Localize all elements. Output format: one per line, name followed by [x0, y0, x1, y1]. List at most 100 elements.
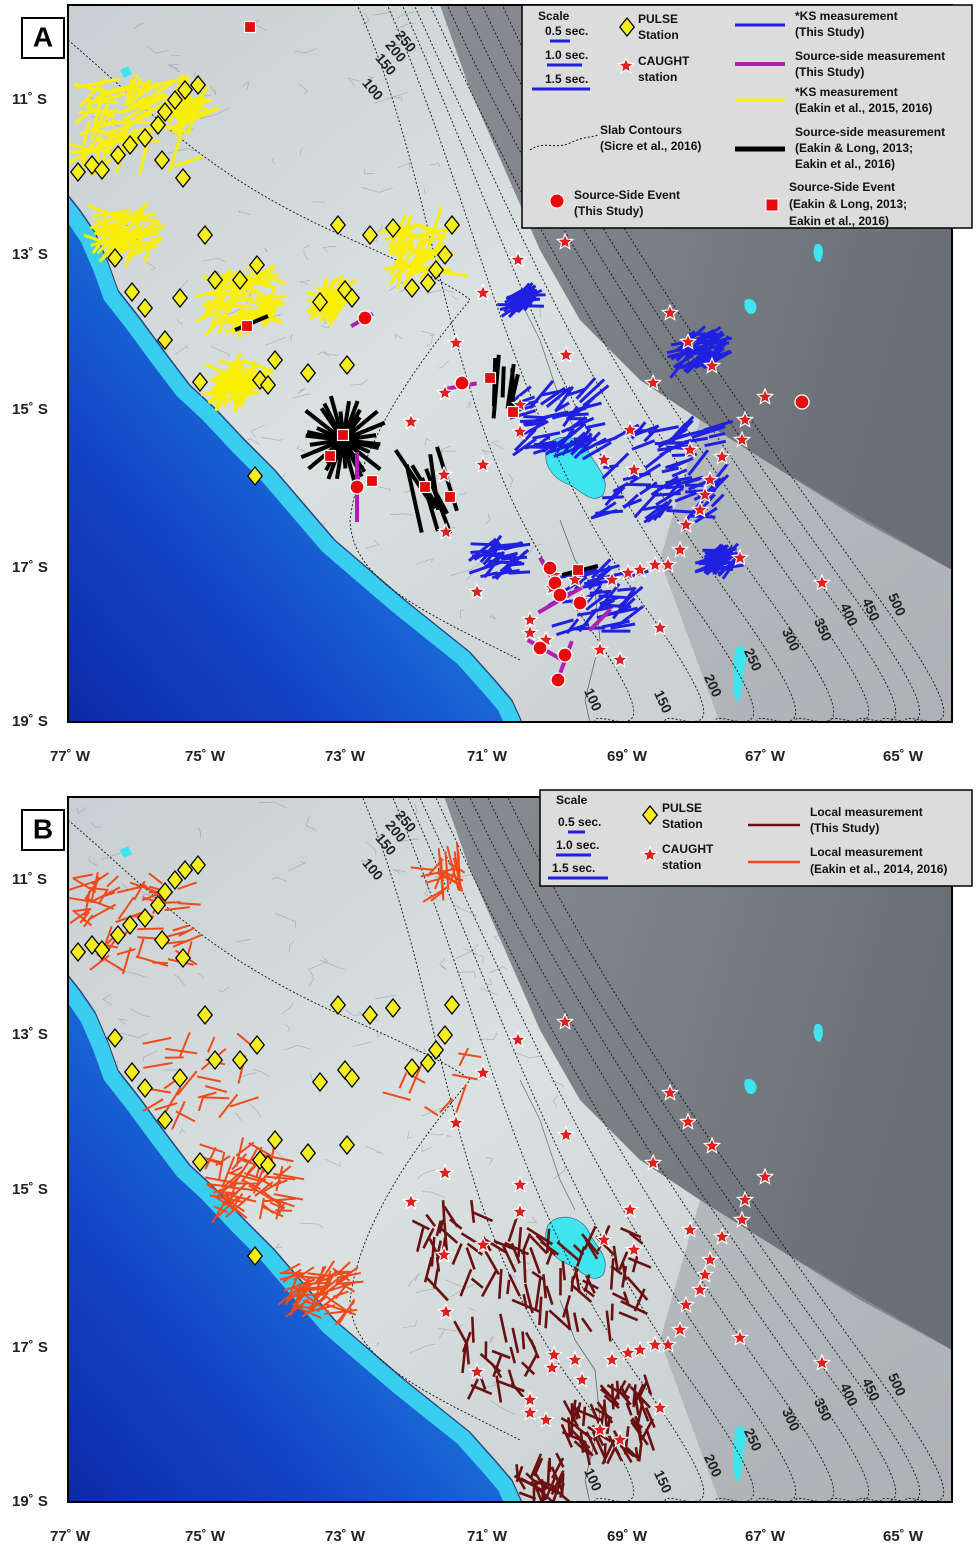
source-event — [543, 561, 557, 575]
lat-label: 11˚ S — [12, 871, 47, 888]
legend-text: PULSE — [662, 801, 702, 815]
local-measurement — [548, 1461, 549, 1487]
source-event-prior — [367, 476, 378, 487]
local-measurement-prior — [299, 1283, 328, 1284]
source-event-prior — [573, 565, 584, 576]
local-measurement — [443, 1200, 444, 1222]
local-measurement — [542, 1479, 544, 1500]
source-event — [553, 588, 567, 602]
legend-text: (Eakin & Long, 2013; — [795, 141, 913, 155]
lon-label: 69˚ W — [607, 1528, 648, 1545]
legend-text: 1.0 sec. — [556, 838, 599, 852]
legend-swatch — [766, 199, 778, 211]
panel-label: A — [33, 21, 53, 52]
lon-label: 69˚ W — [607, 748, 648, 765]
local-measurement — [583, 1407, 585, 1426]
legend-text: (This Study) — [574, 204, 643, 218]
source-event-prior — [445, 492, 456, 503]
legend-text: 0.5 sec. — [558, 815, 601, 829]
legend-text: Station — [662, 817, 703, 831]
lon-label: 77˚ W — [50, 1528, 91, 1545]
legend-text: (This Study) — [810, 821, 879, 835]
lon-label: 73˚ W — [325, 1528, 366, 1545]
lat-label: 19˚ S — [12, 713, 48, 730]
lat-label: 13˚ S — [12, 246, 48, 263]
source-event — [350, 480, 364, 494]
local-measurement — [572, 1412, 573, 1435]
legend-text: PULSE — [638, 12, 678, 26]
source-event-prior — [508, 407, 519, 418]
ks-measurement-prior — [66, 151, 101, 153]
lat-label: 13˚ S — [12, 1026, 48, 1043]
local-measurement — [523, 1331, 524, 1349]
lon-label: 65˚ W — [883, 748, 924, 765]
legend-text: station — [662, 858, 701, 872]
legend-text: (Eakin et al., 2014, 2016) — [810, 862, 947, 876]
relief — [474, 790, 487, 791]
lat-label: 15˚ S — [12, 1181, 48, 1198]
legend-text: Local measurement — [810, 845, 923, 859]
legend-text: (Eakin et al., 2015, 2016) — [795, 101, 932, 115]
legend-text: Scale — [538, 9, 570, 23]
lat-label: 19˚ S — [12, 1493, 48, 1510]
source-event-prior — [325, 451, 336, 462]
legend-text: 1.5 sec. — [545, 72, 588, 86]
ks-measurement — [655, 442, 690, 443]
local-measurement-prior — [137, 937, 155, 938]
legend-text: CAUGHT — [662, 842, 714, 856]
source-event-prior — [338, 430, 349, 441]
legend-text: Scale — [556, 793, 588, 807]
local-measurement — [472, 1317, 473, 1343]
lat-label: 15˚ S — [12, 401, 48, 418]
lon-label: 65˚ W — [883, 1528, 924, 1545]
lon-label: 67˚ W — [745, 748, 786, 765]
figure: 100150200250100150200250300350400450500 … — [0, 0, 978, 1550]
legend-text: Eakin et al., 2016) — [789, 214, 889, 228]
legend-text: (This Study) — [795, 25, 864, 39]
lon-label: 75˚ W — [185, 748, 226, 765]
legend-text: CAUGHT — [638, 54, 690, 68]
source-event — [455, 376, 469, 390]
legend-text: Source-side measurement — [795, 125, 945, 139]
relief — [332, 780, 348, 791]
source-event-prior — [485, 373, 496, 384]
legend-text: 1.5 sec. — [552, 861, 595, 875]
ks-measurement — [655, 493, 680, 495]
source-event — [358, 311, 372, 325]
source-event-prior — [245, 22, 256, 33]
source-event — [558, 648, 572, 662]
legend-text: 0.5 sec. — [545, 24, 588, 38]
legend-text: Source-Side Event — [574, 188, 680, 202]
local-measurement — [524, 1252, 525, 1282]
legend-text: Slab Contours — [600, 123, 682, 137]
local-measurement — [563, 1261, 565, 1280]
lon-label: 73˚ W — [325, 748, 366, 765]
local-measurement — [617, 1381, 618, 1399]
local-measurement — [568, 1417, 570, 1437]
legend-swatch — [550, 194, 564, 208]
lat-label: 17˚ S — [12, 559, 48, 576]
local-measurement — [612, 1304, 613, 1321]
lon-label: 67˚ W — [745, 1528, 786, 1545]
legend-text: 1.0 sec. — [545, 48, 588, 62]
source-event — [573, 596, 587, 610]
page: 100150200250100150200250300350400450500 … — [0, 0, 978, 1550]
local-measurement-prior — [137, 928, 163, 929]
local-measurement — [546, 1311, 547, 1329]
legend-text: Station — [638, 28, 679, 42]
ks-measurement-prior — [222, 305, 253, 307]
source-event — [795, 395, 809, 409]
local-measurement-prior — [203, 1097, 229, 1098]
source-event — [551, 673, 565, 687]
ks-measurement — [602, 497, 623, 498]
local-measurement — [562, 1473, 563, 1495]
panel-label: B — [33, 813, 53, 844]
legend-text: (Eakin & Long, 2013; — [789, 197, 907, 211]
lon-label: 77˚ W — [50, 748, 91, 765]
ks-measurement — [599, 596, 627, 598]
lat-label: 11˚ S — [12, 91, 47, 108]
source-side-prior — [503, 366, 504, 397]
lat-label: 17˚ S — [12, 1339, 48, 1356]
